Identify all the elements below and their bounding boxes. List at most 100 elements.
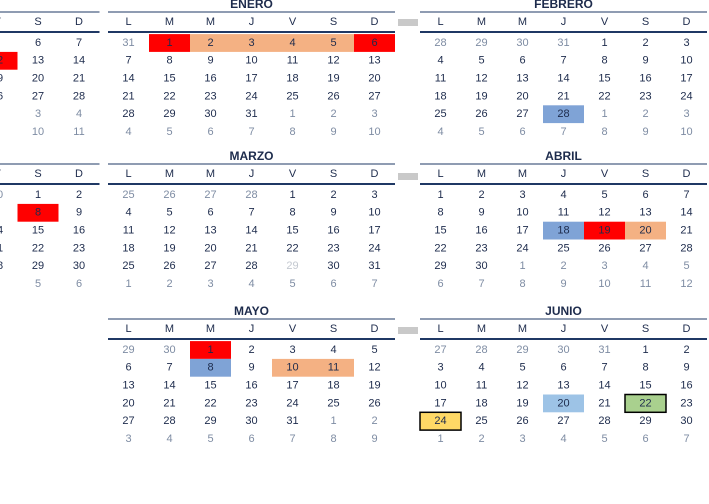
weekday-label: M bbox=[477, 16, 486, 28]
day-highlight bbox=[584, 221, 625, 240]
weekday-label: V bbox=[289, 323, 297, 335]
weekday-label: J bbox=[561, 168, 567, 180]
day-number: 30 bbox=[163, 344, 175, 356]
day-number: 6 bbox=[519, 126, 525, 138]
day-number: 14 bbox=[245, 225, 257, 237]
weekday-label: S bbox=[642, 16, 649, 28]
day-number: 25 bbox=[122, 260, 134, 272]
weekday-label: L bbox=[125, 323, 131, 335]
day-number: 4 bbox=[330, 344, 336, 356]
day-number: 1 bbox=[289, 189, 295, 201]
day-number: 10 bbox=[32, 126, 44, 138]
day-number: 28 bbox=[163, 415, 175, 427]
day-number: 5 bbox=[683, 260, 689, 272]
weekday-label: S bbox=[642, 168, 649, 180]
day-number: 8 bbox=[289, 126, 295, 138]
day-number: 29 bbox=[32, 260, 44, 272]
day-number: 3 bbox=[437, 362, 443, 374]
day-number: 31 bbox=[598, 344, 610, 356]
day-number: 11 bbox=[73, 126, 84, 138]
day-number: 15 bbox=[163, 73, 175, 85]
day-number: 4 bbox=[560, 189, 566, 201]
day-number: 28 bbox=[475, 344, 487, 356]
day-number: 4 bbox=[478, 362, 484, 374]
day-highlight bbox=[272, 34, 313, 52]
day-number: 23 bbox=[327, 242, 339, 254]
day-number: 23 bbox=[475, 242, 487, 254]
day-number: 2 bbox=[683, 344, 689, 356]
day-number: 28 bbox=[557, 108, 569, 120]
day-number: 25 bbox=[122, 189, 134, 201]
day-number: 9 bbox=[560, 278, 566, 290]
day-number: 4 bbox=[125, 126, 131, 138]
day-number: 27 bbox=[434, 344, 446, 356]
day-number: 20 bbox=[204, 242, 216, 254]
day-number: 9 bbox=[76, 207, 82, 219]
day-number: 11 bbox=[640, 278, 651, 290]
month-title: MAYO bbox=[234, 304, 269, 318]
day-number: 1 bbox=[35, 189, 41, 201]
weekday-label: V bbox=[0, 16, 1, 28]
day-number: 12 bbox=[598, 207, 610, 219]
day-number: 19 bbox=[368, 380, 380, 392]
day-number: 27 bbox=[204, 260, 216, 272]
day-number: 6 bbox=[330, 278, 336, 290]
day-highlight bbox=[354, 34, 395, 52]
weekday-label: D bbox=[683, 16, 691, 28]
separator-icon bbox=[398, 19, 418, 26]
day-number: 2 bbox=[207, 37, 213, 49]
day-number: 2 bbox=[478, 189, 484, 201]
day-number: 22 bbox=[286, 242, 298, 254]
day-number: 11 bbox=[558, 207, 569, 219]
day-number: 31 bbox=[245, 108, 257, 120]
day-number: 26 bbox=[475, 108, 487, 120]
day-number: 4 bbox=[289, 37, 295, 49]
day-number: 27 bbox=[557, 415, 569, 427]
day-highlight bbox=[231, 34, 272, 52]
day-number: 6 bbox=[125, 362, 131, 374]
day-number: 25 bbox=[286, 90, 298, 102]
day-number: 18 bbox=[327, 380, 339, 392]
day-number: 24 bbox=[245, 90, 257, 102]
day-number: 13 bbox=[204, 225, 216, 237]
weekday-label: M bbox=[477, 168, 486, 180]
day-number: 23 bbox=[204, 90, 216, 102]
day-number: 8 bbox=[35, 207, 41, 219]
day-number: 20 bbox=[557, 397, 569, 409]
day-number: 1 bbox=[289, 108, 295, 120]
day-number: 21 bbox=[245, 242, 257, 254]
day-number: 21 bbox=[598, 397, 610, 409]
day-number: 12 bbox=[163, 225, 175, 237]
day-number: 27 bbox=[32, 90, 44, 102]
day-number: 28 bbox=[598, 415, 610, 427]
weekday-label: V bbox=[289, 168, 297, 180]
day-number: 4 bbox=[560, 433, 566, 445]
day-number: 10 bbox=[286, 362, 298, 374]
day-number: 7 bbox=[76, 37, 82, 49]
day-number: 29 bbox=[122, 344, 134, 356]
separator-icon bbox=[398, 173, 418, 180]
day-number: 12 bbox=[368, 362, 380, 374]
day-number: 22 bbox=[598, 90, 610, 102]
day-number: 6 bbox=[560, 362, 566, 374]
weekday-label: M bbox=[518, 323, 527, 335]
day-number: 4 bbox=[166, 433, 172, 445]
day-highlight bbox=[625, 221, 666, 240]
day-number: 9 bbox=[642, 55, 648, 67]
day-number: 31 bbox=[286, 415, 298, 427]
day-number: 1 bbox=[125, 278, 131, 290]
day-number: 31 bbox=[122, 37, 134, 49]
day-number: 27 bbox=[639, 242, 651, 254]
day-number: 5 bbox=[371, 344, 377, 356]
weekday-label: D bbox=[75, 168, 83, 180]
day-number: 7 bbox=[683, 189, 689, 201]
weekday-label: S bbox=[34, 16, 41, 28]
day-number: 17 bbox=[286, 380, 298, 392]
day-number: 4 bbox=[642, 260, 648, 272]
day-number: 31 bbox=[368, 260, 380, 272]
day-number: 29 bbox=[204, 415, 216, 427]
day-number: 28 bbox=[122, 108, 134, 120]
day-number: 28 bbox=[73, 90, 85, 102]
day-number: 3 bbox=[371, 189, 377, 201]
